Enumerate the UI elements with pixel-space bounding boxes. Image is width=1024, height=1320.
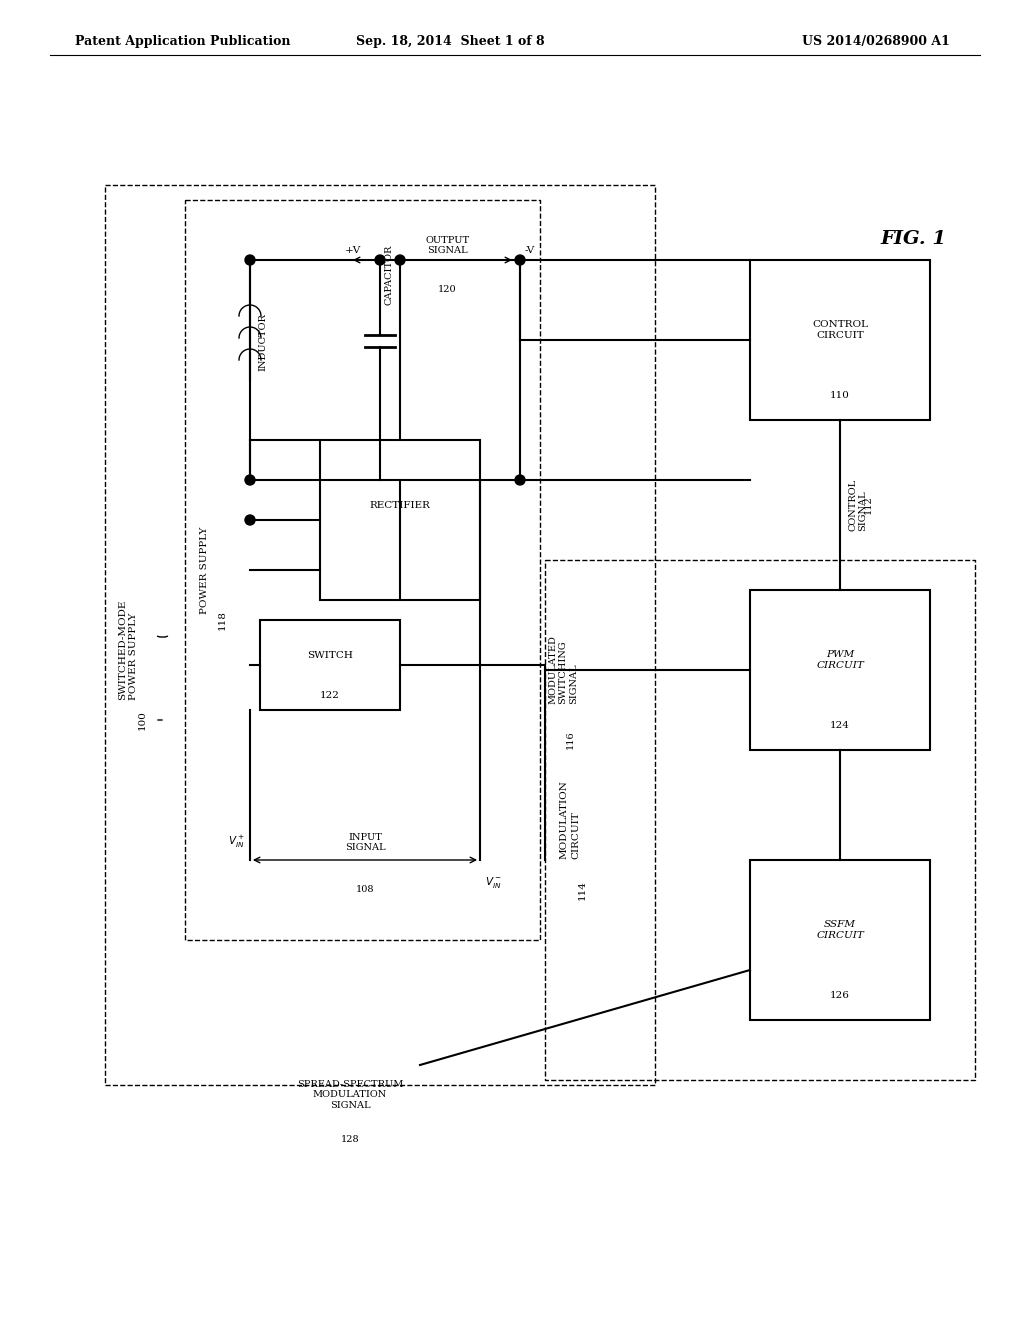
Text: INDUCTOR: INDUCTOR — [258, 314, 267, 371]
Text: INPUT
SIGNAL: INPUT SIGNAL — [345, 833, 385, 851]
Text: MODULATED
SWITCHING
SIGNAL: MODULATED SWITCHING SIGNAL — [548, 635, 578, 705]
Text: 120: 120 — [438, 285, 457, 294]
Text: -V: -V — [525, 246, 536, 255]
Text: Sep. 18, 2014  Sheet 1 of 8: Sep. 18, 2014 Sheet 1 of 8 — [355, 36, 545, 48]
FancyBboxPatch shape — [750, 590, 930, 750]
Text: 124: 124 — [830, 721, 850, 730]
Text: SPREAD-SPECTRUM
MODULATION
SIGNAL: SPREAD-SPECTRUM MODULATION SIGNAL — [297, 1080, 403, 1110]
Text: 100: 100 — [138, 710, 147, 730]
Circle shape — [515, 475, 525, 484]
FancyBboxPatch shape — [260, 620, 400, 710]
Circle shape — [245, 475, 255, 484]
Text: 122: 122 — [321, 690, 340, 700]
Circle shape — [375, 255, 385, 265]
Text: OUTPUT
SIGNAL: OUTPUT SIGNAL — [425, 235, 470, 255]
Circle shape — [395, 255, 406, 265]
Text: FIG. 1: FIG. 1 — [880, 230, 946, 248]
FancyBboxPatch shape — [750, 861, 930, 1020]
Text: 118: 118 — [218, 610, 227, 630]
Text: 108: 108 — [355, 884, 374, 894]
Text: 114: 114 — [578, 880, 587, 900]
Text: SWITCHED-MODE
POWER SUPPLY: SWITCHED-MODE POWER SUPPLY — [118, 599, 138, 700]
Text: 116: 116 — [566, 731, 575, 750]
Text: SWITCH: SWITCH — [307, 651, 353, 660]
Text: +V: +V — [345, 246, 361, 255]
FancyBboxPatch shape — [319, 440, 480, 601]
Text: SSFM
CIRCUIT: SSFM CIRCUIT — [816, 920, 864, 940]
Text: $V_{IN}^-$: $V_{IN}^-$ — [485, 875, 502, 890]
Circle shape — [245, 255, 255, 265]
Circle shape — [515, 255, 525, 265]
Text: Patent Application Publication: Patent Application Publication — [75, 36, 291, 48]
Text: 112: 112 — [864, 495, 873, 515]
Text: RECTIFIER: RECTIFIER — [370, 500, 430, 510]
Circle shape — [245, 515, 255, 525]
Text: POWER SUPPLY: POWER SUPPLY — [200, 527, 209, 614]
Text: 126: 126 — [830, 990, 850, 999]
Text: $V_{IN}^+$: $V_{IN}^+$ — [228, 834, 245, 850]
FancyBboxPatch shape — [750, 260, 930, 420]
Text: CONTROL
SIGNAL: CONTROL SIGNAL — [848, 479, 867, 531]
Text: MODULATION
CIRCUIT: MODULATION CIRCUIT — [560, 780, 581, 859]
Text: 110: 110 — [830, 391, 850, 400]
Text: CAPACITOR: CAPACITOR — [385, 244, 394, 305]
Text: US 2014/0268900 A1: US 2014/0268900 A1 — [802, 36, 950, 48]
Text: PWM
CIRCUIT: PWM CIRCUIT — [816, 649, 864, 671]
Text: 128: 128 — [341, 1135, 359, 1144]
Text: CONTROL
CIRCUIT: CONTROL CIRCUIT — [812, 319, 868, 341]
